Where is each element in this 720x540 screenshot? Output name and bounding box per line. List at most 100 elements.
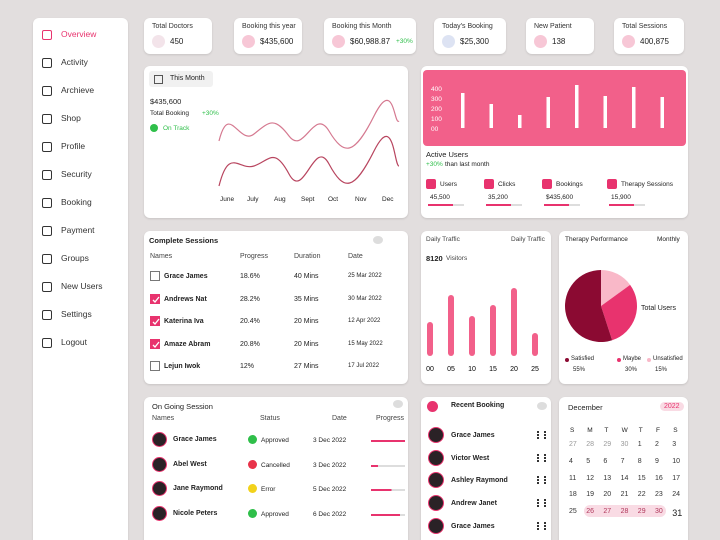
day[interactable]: 29 bbox=[637, 508, 646, 516]
metric-label: Bookings bbox=[556, 181, 583, 188]
menu-item[interactable]: Archieve bbox=[61, 85, 95, 95]
day[interactable]: 22 bbox=[637, 491, 646, 499]
day[interactable]: 5 bbox=[586, 457, 591, 465]
checkbox[interactable] bbox=[150, 338, 160, 349]
day[interactable]: 4 bbox=[569, 457, 573, 465]
day[interactable]: 21 bbox=[620, 491, 629, 499]
checkbox[interactable] bbox=[150, 293, 160, 304]
menu-item[interactable]: Security bbox=[61, 169, 92, 179]
menu-item[interactable]: New Users bbox=[61, 281, 103, 291]
avatar bbox=[152, 481, 167, 496]
status-icon bbox=[150, 124, 158, 132]
menu-item[interactable]: Booking bbox=[61, 197, 92, 207]
x-tick-label: July bbox=[247, 196, 259, 203]
stat-card: Total Sessions 400,875 bbox=[614, 18, 684, 54]
menu-item[interactable]: Profile bbox=[61, 141, 86, 151]
day[interactable]: 29 bbox=[603, 441, 612, 448]
day[interactable]: 7 bbox=[620, 457, 625, 465]
metric-icon bbox=[607, 179, 617, 189]
day[interactable]: 17 bbox=[672, 474, 680, 482]
day[interactable]: 19 bbox=[586, 491, 594, 499]
menu-item[interactable]: Activity bbox=[61, 57, 88, 67]
bar bbox=[603, 96, 607, 128]
day[interactable]: 28 bbox=[620, 508, 629, 516]
day[interactable]: 16 bbox=[655, 474, 663, 482]
stat-icon bbox=[332, 35, 345, 48]
status: Approved bbox=[261, 437, 289, 444]
day[interactable]: 24 bbox=[672, 491, 680, 499]
day[interactable]: 27 bbox=[603, 508, 612, 516]
x-tick-label: Sept bbox=[301, 196, 315, 203]
table-cell: 28.2% bbox=[240, 295, 260, 303]
menu-item[interactable]: Overview bbox=[61, 29, 97, 39]
day[interactable]: 31 bbox=[672, 508, 683, 519]
day[interactable]: 2 bbox=[655, 441, 659, 448]
menu-icon bbox=[42, 58, 52, 68]
menu-item[interactable]: Shop bbox=[61, 113, 81, 123]
avatar bbox=[152, 456, 167, 472]
day[interactable]: 20 bbox=[603, 491, 612, 499]
bar bbox=[518, 115, 522, 128]
more-button bbox=[393, 400, 403, 408]
x-tick-label: Dec bbox=[382, 196, 394, 203]
metric-bar bbox=[428, 204, 464, 206]
day[interactable]: 28 bbox=[586, 441, 594, 448]
day[interactable]: 12 bbox=[586, 474, 594, 482]
menu-item[interactable]: Payment bbox=[61, 225, 95, 235]
sidebar: Overview Activity Archieve Shop Profile Secur… bbox=[33, 18, 128, 540]
checkbox[interactable] bbox=[150, 361, 160, 371]
recent-booking: Recent Booking Grace James Victor West Ashl… bbox=[421, 397, 551, 540]
day[interactable]: 3 bbox=[672, 441, 677, 448]
column-header: Duration bbox=[294, 253, 321, 260]
day[interactable]: 1 bbox=[637, 441, 642, 448]
bar-chart: 00 05 10 15 20 25 bbox=[426, 288, 539, 373]
day[interactable]: 27 bbox=[569, 441, 577, 448]
day[interactable]: 30 bbox=[620, 441, 629, 448]
complete-sessions: Complete Sessions Names Progress Duration Da… bbox=[144, 231, 408, 384]
metric-label: Therapy Sessions bbox=[621, 181, 674, 188]
day[interactable]: 18 bbox=[569, 491, 577, 499]
avatar bbox=[152, 505, 167, 521]
weekday: M bbox=[587, 427, 593, 434]
stat-value: $25,300 bbox=[460, 37, 489, 46]
table-cell: 18.6% bbox=[240, 273, 260, 280]
year: 2022 bbox=[660, 402, 684, 411]
day[interactable]: 10 bbox=[672, 457, 680, 465]
table-cell: 20 Mins bbox=[294, 318, 319, 325]
weekday: S bbox=[570, 427, 575, 434]
day[interactable]: 30 bbox=[655, 508, 663, 516]
day[interactable]: 26 bbox=[586, 508, 594, 516]
day[interactable]: 8 bbox=[637, 457, 642, 465]
legend-label: Unsatisfied bbox=[653, 356, 683, 362]
day[interactable]: 13 bbox=[603, 474, 612, 482]
day[interactable]: 9 bbox=[655, 457, 659, 465]
day[interactable]: 25 bbox=[569, 508, 577, 516]
menu-item[interactable]: Settings bbox=[61, 309, 92, 319]
menu-item[interactable]: Groups bbox=[61, 253, 89, 263]
pie-chart bbox=[565, 270, 637, 342]
weekday: W bbox=[621, 427, 628, 434]
day[interactable]: 6 bbox=[603, 457, 608, 465]
date: 3 Dec 2022 bbox=[313, 437, 347, 444]
day[interactable]: 11 bbox=[569, 474, 577, 482]
x-tick-label: 05 bbox=[447, 366, 455, 373]
metric-value: $435,600 bbox=[546, 194, 574, 201]
bar bbox=[632, 87, 636, 128]
date: 3 Dec 2022 bbox=[313, 461, 347, 469]
checkbox[interactable] bbox=[150, 271, 160, 281]
bar bbox=[490, 305, 496, 356]
stat-card: Total Doctors 450 bbox=[144, 18, 212, 54]
menu-icon bbox=[42, 282, 52, 292]
day[interactable]: 14 bbox=[620, 474, 629, 482]
bar-chart: 400 300 200 100 00 bbox=[431, 85, 664, 133]
checkbox[interactable] bbox=[150, 316, 160, 326]
daily-traffic: Daily Traffic Daily Traffic 8120 Visitors 00… bbox=[421, 231, 551, 384]
bar bbox=[660, 97, 664, 128]
column-header: Date bbox=[332, 415, 347, 422]
stat-icon bbox=[442, 35, 455, 48]
menu-item[interactable]: Logout bbox=[61, 337, 87, 347]
day[interactable]: 15 bbox=[637, 474, 646, 482]
drag-handle bbox=[537, 453, 546, 462]
day[interactable]: 23 bbox=[655, 491, 663, 499]
